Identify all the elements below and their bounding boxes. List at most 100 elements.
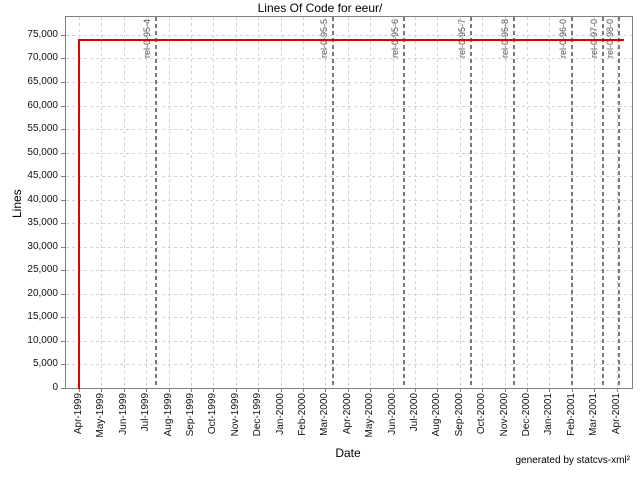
x-gridline	[437, 17, 438, 388]
x-tick-label: Apr-2000	[342, 393, 353, 435]
y-gridline	[66, 82, 632, 83]
loc-line-segment	[78, 39, 624, 41]
x-tick-mark	[124, 388, 125, 392]
x-tick-label: Oct-2000	[476, 393, 487, 435]
y-tick-mark	[61, 200, 65, 201]
x-tick-mark	[370, 388, 371, 392]
x-tick-mark	[258, 388, 259, 392]
x-tick-label: Jun-2000	[387, 393, 398, 435]
release-line	[470, 17, 472, 388]
x-tick-label: Nov-2000	[499, 393, 510, 437]
y-tick-mark	[61, 270, 65, 271]
x-tick-mark	[482, 388, 483, 392]
x-tick-mark	[572, 388, 573, 392]
x-tick-mark	[281, 388, 282, 392]
x-tick-mark	[325, 388, 326, 392]
y-gridline	[66, 247, 632, 248]
y-gridline	[66, 200, 632, 201]
x-tick-mark	[617, 388, 618, 392]
y-tick-mark	[61, 35, 65, 36]
credit-text: generated by statcvs-xml²	[515, 455, 631, 466]
x-gridline	[393, 17, 394, 388]
y-tick-label: 65,000	[27, 76, 58, 87]
release-line	[602, 17, 604, 388]
x-tick-label: Jul-1999	[140, 393, 151, 432]
x-tick-label: Feb-2001	[566, 393, 577, 436]
x-gridline	[594, 17, 595, 388]
x-tick-label: Oct-1999	[207, 393, 218, 435]
y-tick-mark	[61, 106, 65, 107]
y-gridline	[66, 129, 632, 130]
release-line	[155, 17, 157, 388]
y-tick-label: 15,000	[27, 311, 58, 322]
x-gridline	[191, 17, 192, 388]
x-tick-mark	[594, 388, 595, 392]
release-line	[571, 17, 573, 388]
x-gridline	[124, 17, 125, 388]
x-tick-mark	[191, 388, 192, 392]
y-tick-mark	[61, 129, 65, 130]
x-tick-mark	[146, 388, 147, 392]
x-tick-label: May-1999	[95, 393, 106, 438]
y-tick-label: 50,000	[27, 147, 58, 158]
release-line	[332, 17, 334, 388]
x-gridline	[325, 17, 326, 388]
y-tick-mark	[61, 317, 65, 318]
x-gridline	[482, 17, 483, 388]
x-tick-mark	[527, 388, 528, 392]
x-gridline	[505, 17, 506, 388]
x-tick-label: Nov-1999	[230, 393, 241, 437]
x-tick-mark	[437, 388, 438, 392]
y-tick-mark	[61, 176, 65, 177]
release-line	[513, 17, 515, 388]
x-tick-mark	[348, 388, 349, 392]
y-gridline	[66, 223, 632, 224]
release-line	[403, 17, 405, 388]
y-gridline	[66, 35, 632, 36]
y-tick-mark	[61, 247, 65, 248]
x-tick-mark	[101, 388, 102, 392]
x-gridline	[213, 17, 214, 388]
x-gridline	[460, 17, 461, 388]
y-tick-label: 40,000	[27, 194, 58, 205]
y-tick-mark	[61, 153, 65, 154]
x-tick-label: Jun-1999	[118, 393, 129, 435]
x-gridline	[101, 17, 102, 388]
plot-area: 0 5,000 10,000 15,000 20,000 25,000 30,000 35,0…	[27, 16, 633, 437]
x-tick-mark	[505, 388, 506, 392]
y-tick-label: 35,000	[27, 217, 58, 228]
x-tick-label: Jul-2000	[409, 393, 420, 432]
x-gridline	[146, 17, 147, 388]
chart-title: Lines Of Code for eeur/	[257, 1, 383, 15]
y-gridline	[66, 176, 632, 177]
x-gridline	[370, 17, 371, 388]
x-tick-mark	[213, 388, 214, 392]
y-tick-mark	[61, 223, 65, 224]
y-tick-mark	[61, 388, 65, 389]
y-gridline	[66, 58, 632, 59]
y-tick-label: 75,000	[27, 29, 58, 40]
y-gridline	[66, 341, 632, 342]
y-tick-mark	[61, 364, 65, 365]
loc-line-segment	[78, 39, 80, 389]
x-gridline	[303, 17, 304, 388]
x-tick-mark	[460, 388, 461, 392]
x-tick-label: Aug-2000	[431, 393, 442, 437]
x-tick-label: Sep-2000	[454, 393, 465, 437]
x-tick-label: Apr-1999	[73, 393, 84, 435]
x-tick-mark	[303, 388, 304, 392]
y-tick-label: 60,000	[27, 100, 58, 111]
x-gridline	[348, 17, 349, 388]
x-tick-mark	[393, 388, 394, 392]
x-tick-label: Feb-2000	[297, 393, 308, 436]
x-tick-label: Dec-2000	[521, 393, 532, 437]
y-tick-label: 30,000	[27, 241, 58, 252]
x-tick-label: Aug-1999	[163, 393, 174, 437]
x-axis-title: Date	[335, 446, 361, 460]
x-gridline	[549, 17, 550, 388]
x-tick-mark	[169, 388, 170, 392]
y-gridline	[66, 270, 632, 271]
y-tick-mark	[61, 58, 65, 59]
x-tick-mark	[79, 388, 80, 392]
x-gridline	[258, 17, 259, 388]
